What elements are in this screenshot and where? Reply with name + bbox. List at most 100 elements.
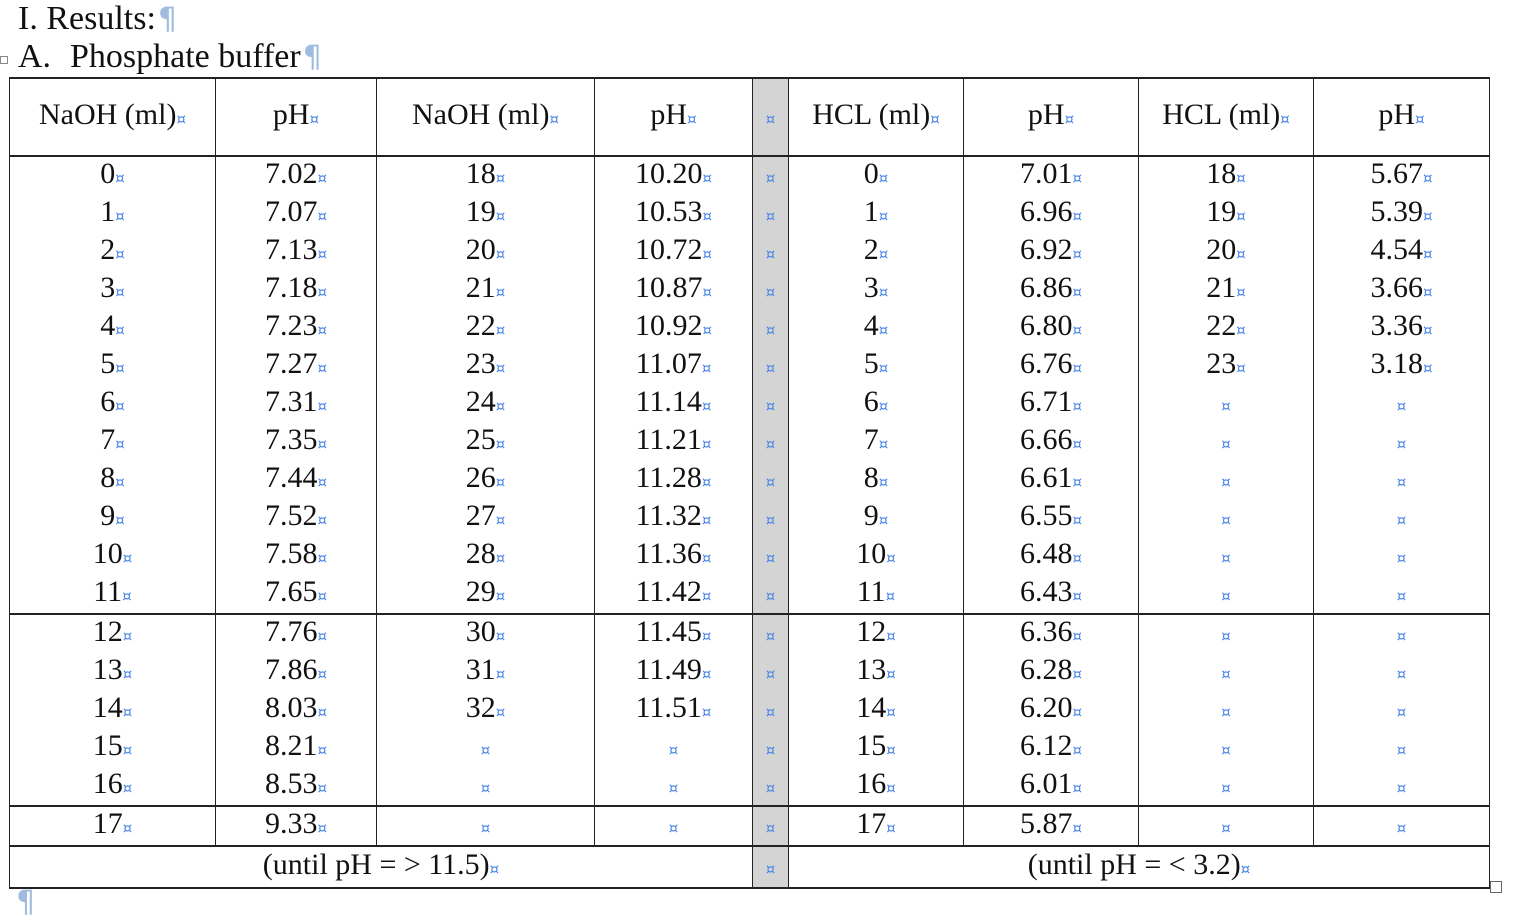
row-naoh-ml-cell[interactable]: 7¤ [9,423,216,461]
header-separator-cell[interactable]: ¤ [752,77,789,157]
row-hcl-ml-2-cell[interactable]: 21¤ [1138,271,1314,309]
row-naoh-ph-2-cell[interactable]: 11.21¤ [594,423,753,461]
row-naoh-ph-2-cell[interactable]: 11.28¤ [594,461,753,499]
row-naoh-ml-2-cell[interactable]: 23¤ [376,347,595,385]
row-hcl-ml-cell[interactable]: 3¤ [788,271,964,309]
row-naoh-ml-cell[interactable]: 14¤ [9,691,216,729]
row-hcl-ml-cell[interactable]: 9¤ [788,499,964,537]
row-naoh-ph-cell[interactable]: 7.31¤ [215,385,377,423]
header-naoh-ml-cell[interactable]: NaOH (ml)¤ [9,77,216,157]
row-naoh-ml-2-cell[interactable]: 30¤ [376,613,595,653]
row-separator-cell[interactable]: ¤ [752,805,789,846]
row-naoh-ml-cell[interactable]: 3¤ [9,271,216,309]
row-naoh-ml-cell[interactable]: 4¤ [9,309,216,347]
row-hcl-ph-2-cell[interactable]: ¤ [1313,575,1490,614]
row-naoh-ml-cell[interactable]: 8¤ [9,461,216,499]
row-hcl-ph-2-cell[interactable]: ¤ [1313,499,1490,537]
row-naoh-ml-cell[interactable]: 2¤ [9,233,216,271]
row-naoh-ph-2-cell[interactable]: ¤ [594,767,753,806]
row-separator-cell[interactable]: ¤ [752,385,789,423]
row-hcl-ph-cell[interactable]: 6.28¤ [963,653,1139,691]
row-separator-cell[interactable]: ¤ [752,613,789,653]
row-hcl-ph-cell[interactable]: 6.01¤ [963,767,1139,806]
row-hcl-ph-2-cell[interactable]: ¤ [1313,729,1490,767]
row-naoh-ph-cell[interactable]: 7.27¤ [215,347,377,385]
row-hcl-ph-2-cell[interactable]: ¤ [1313,767,1490,806]
row-naoh-ph-cell[interactable]: 7.02¤ [215,156,377,195]
row-hcl-ph-cell[interactable]: 6.66¤ [963,423,1139,461]
row-naoh-ml-2-cell[interactable]: ¤ [376,767,595,806]
resize-handle-icon[interactable] [1490,881,1502,893]
row-hcl-ph-cell[interactable]: 5.87¤ [963,805,1139,846]
row-hcl-ph-2-cell[interactable]: ¤ [1313,613,1490,653]
row-separator-cell[interactable]: ¤ [752,423,789,461]
row-hcl-ph-cell[interactable]: 7.01¤ [963,156,1139,195]
footer-note-naoh[interactable]: (until pH = > 11.5)¤ [9,845,753,889]
row-separator-cell[interactable]: ¤ [752,691,789,729]
row-hcl-ml-2-cell[interactable]: 20¤ [1138,233,1314,271]
row-hcl-ml-2-cell[interactable]: ¤ [1138,805,1314,846]
row-hcl-ph-cell[interactable]: 6.76¤ [963,347,1139,385]
row-hcl-ml-cell[interactable]: 5¤ [788,347,964,385]
row-separator-cell[interactable]: ¤ [752,347,789,385]
row-naoh-ph-2-cell[interactable]: 11.36¤ [594,537,753,575]
row-separator-cell[interactable]: ¤ [752,575,789,614]
row-naoh-ml-2-cell[interactable]: 24¤ [376,385,595,423]
row-naoh-ml-cell[interactable]: 11¤ [9,575,216,614]
row-hcl-ml-2-cell[interactable]: 22¤ [1138,309,1314,347]
row-hcl-ph-cell[interactable]: 6.43¤ [963,575,1139,614]
row-separator-cell[interactable]: ¤ [752,537,789,575]
row-naoh-ml-cell[interactable]: 1¤ [9,195,216,233]
row-naoh-ml-cell[interactable]: 16¤ [9,767,216,806]
row-naoh-ph-2-cell[interactable]: ¤ [594,805,753,846]
row-naoh-ph-cell[interactable]: 7.52¤ [215,499,377,537]
row-hcl-ph-cell[interactable]: 6.96¤ [963,195,1139,233]
row-naoh-ml-cell[interactable]: 6¤ [9,385,216,423]
header-hcl-ph-cell[interactable]: pH¤ [963,77,1139,157]
row-naoh-ph-2-cell[interactable]: 11.07¤ [594,347,753,385]
row-naoh-ph-cell[interactable]: 8.53¤ [215,767,377,806]
row-hcl-ml-cell[interactable]: 14¤ [788,691,964,729]
row-hcl-ml-2-cell[interactable]: 23¤ [1138,347,1314,385]
row-naoh-ml-cell[interactable]: 15¤ [9,729,216,767]
row-hcl-ml-2-cell[interactable]: ¤ [1138,385,1314,423]
row-hcl-ml-cell[interactable]: 16¤ [788,767,964,806]
row-hcl-ml-cell[interactable]: 13¤ [788,653,964,691]
row-hcl-ml-cell[interactable]: 11¤ [788,575,964,614]
row-hcl-ph-cell[interactable]: 6.80¤ [963,309,1139,347]
row-hcl-ml-2-cell[interactable]: ¤ [1138,423,1314,461]
row-naoh-ml-2-cell[interactable]: 22¤ [376,309,595,347]
row-hcl-ph-2-cell[interactable]: 3.18¤ [1313,347,1490,385]
row-hcl-ph-2-cell[interactable]: 5.67¤ [1313,156,1490,195]
row-hcl-ml-2-cell[interactable]: 18¤ [1138,156,1314,195]
row-naoh-ml-2-cell[interactable]: 20¤ [376,233,595,271]
row-hcl-ph-cell[interactable]: 6.55¤ [963,499,1139,537]
row-hcl-ph-2-cell[interactable]: ¤ [1313,461,1490,499]
phosphate-buffer-table[interactable]: NaOH (ml)¤ pH¤ NaOH (ml)¤ pH¤ ¤ HCL (ml)¤ pH¤ H… [9,77,1490,889]
row-naoh-ml-2-cell[interactable]: ¤ [376,729,595,767]
footer-note-hcl[interactable]: (until pH = < 3.2)¤ [788,845,1490,889]
row-naoh-ph-cell[interactable]: 8.21¤ [215,729,377,767]
table-anchor-icon[interactable] [0,56,8,64]
row-hcl-ph-2-cell[interactable]: ¤ [1313,653,1490,691]
row-naoh-ml-2-cell[interactable]: 29¤ [376,575,595,614]
row-naoh-ph-cell[interactable]: 8.03¤ [215,691,377,729]
row-hcl-ml-2-cell[interactable]: ¤ [1138,729,1314,767]
row-naoh-ph-2-cell[interactable]: 11.14¤ [594,385,753,423]
row-hcl-ml-2-cell[interactable]: ¤ [1138,461,1314,499]
row-naoh-ml-2-cell[interactable]: 25¤ [376,423,595,461]
row-separator-cell[interactable]: ¤ [752,653,789,691]
row-naoh-ph-cell[interactable]: 7.44¤ [215,461,377,499]
row-naoh-ph-cell[interactable]: 7.86¤ [215,653,377,691]
header-hcl-ph-2-cell[interactable]: pH¤ [1313,77,1490,157]
row-hcl-ml-2-cell[interactable]: 19¤ [1138,195,1314,233]
row-hcl-ml-cell[interactable]: 17¤ [788,805,964,846]
header-naoh-ml-2-cell[interactable]: NaOH (ml)¤ [376,77,595,157]
row-naoh-ph-cell[interactable]: 7.23¤ [215,309,377,347]
row-hcl-ph-2-cell[interactable]: ¤ [1313,385,1490,423]
row-naoh-ph-2-cell[interactable]: 11.42¤ [594,575,753,614]
row-naoh-ph-cell[interactable]: 7.13¤ [215,233,377,271]
row-separator-cell[interactable]: ¤ [752,767,789,806]
row-hcl-ph-2-cell[interactable]: 3.66¤ [1313,271,1490,309]
row-naoh-ml-2-cell[interactable]: 26¤ [376,461,595,499]
